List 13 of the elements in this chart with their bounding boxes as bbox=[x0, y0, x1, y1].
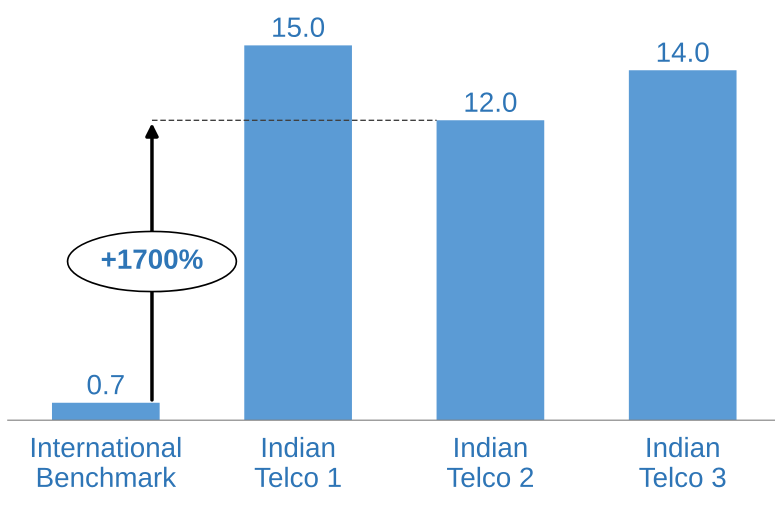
data-label: 14.0 bbox=[658, 42, 709, 62]
bar bbox=[628, 70, 737, 420]
x-tick-label: International Benchmark bbox=[32, 436, 180, 488]
x-tick-label: Indian Telco 2 bbox=[447, 436, 534, 488]
data-label: 15.0 bbox=[273, 17, 324, 38]
bar bbox=[244, 45, 352, 420]
x-tick-label: Indian Telco 3 bbox=[639, 436, 726, 488]
annotation: +1700% bbox=[102, 249, 203, 269]
x-tick-label: Indian Telco 1 bbox=[254, 436, 341, 488]
data-label: 12.0 bbox=[465, 92, 516, 112]
bar bbox=[436, 120, 544, 420]
bar bbox=[52, 402, 160, 420]
data-label: 0.7 bbox=[88, 374, 124, 394]
